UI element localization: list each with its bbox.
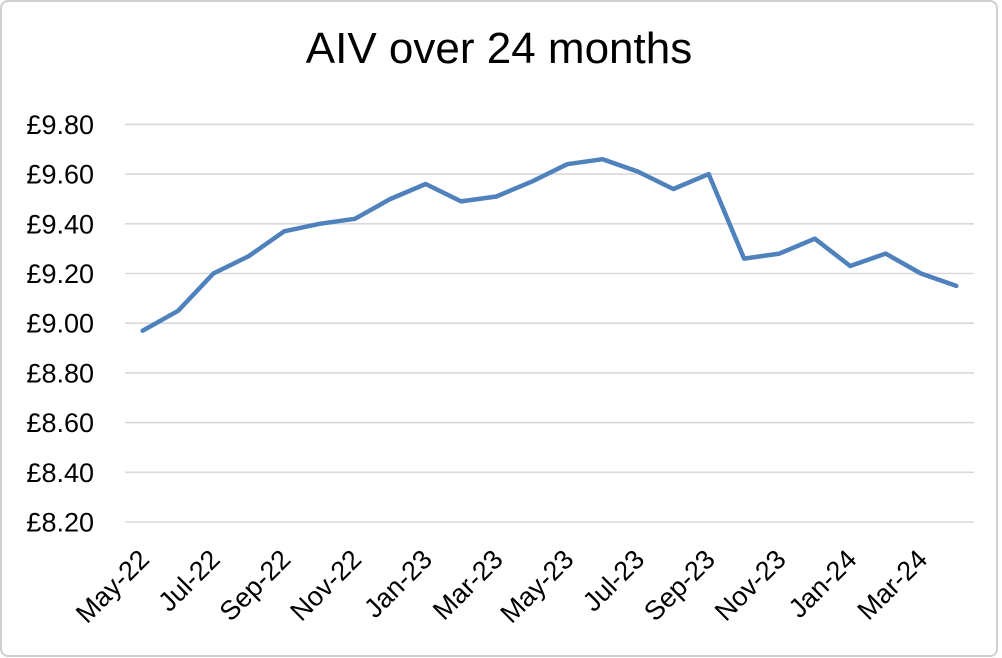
x-axis-tick-label: Jan-24 <box>783 544 863 624</box>
y-axis-tick-label: £8.20 <box>26 507 94 537</box>
y-axis-tick-label: £8.80 <box>26 358 94 388</box>
y-axis-tick-label: £9.60 <box>26 160 94 190</box>
y-axis-tick-label: £8.40 <box>26 458 94 488</box>
x-axis-tick-label: May-23 <box>495 544 580 629</box>
x-axis-tick-label: Sep-22 <box>214 544 297 627</box>
x-axis-tick-label: Nov-23 <box>709 544 792 627</box>
x-axis-tick-label: May-22 <box>70 544 155 629</box>
y-axis-tick-label: £9.80 <box>26 110 94 140</box>
data-line-series <box>140 156 959 333</box>
x-axis-tick-label: Jan-23 <box>358 544 438 624</box>
chart-title: AIV over 24 months <box>305 24 693 73</box>
y-axis-tick-label: £9.20 <box>26 259 94 289</box>
x-axis-tick-label: Mar-23 <box>427 544 509 626</box>
y-axis-tick-label: £9.40 <box>26 209 94 239</box>
y-axis-tick-label: £8.60 <box>26 408 94 438</box>
y-axis-tick-label: £9.00 <box>26 309 94 339</box>
x-axis-tick-label: Sep-23 <box>638 544 721 627</box>
x-axis-tick-label: Mar-24 <box>851 544 933 626</box>
x-axis-tick-label: Nov-22 <box>284 544 367 627</box>
